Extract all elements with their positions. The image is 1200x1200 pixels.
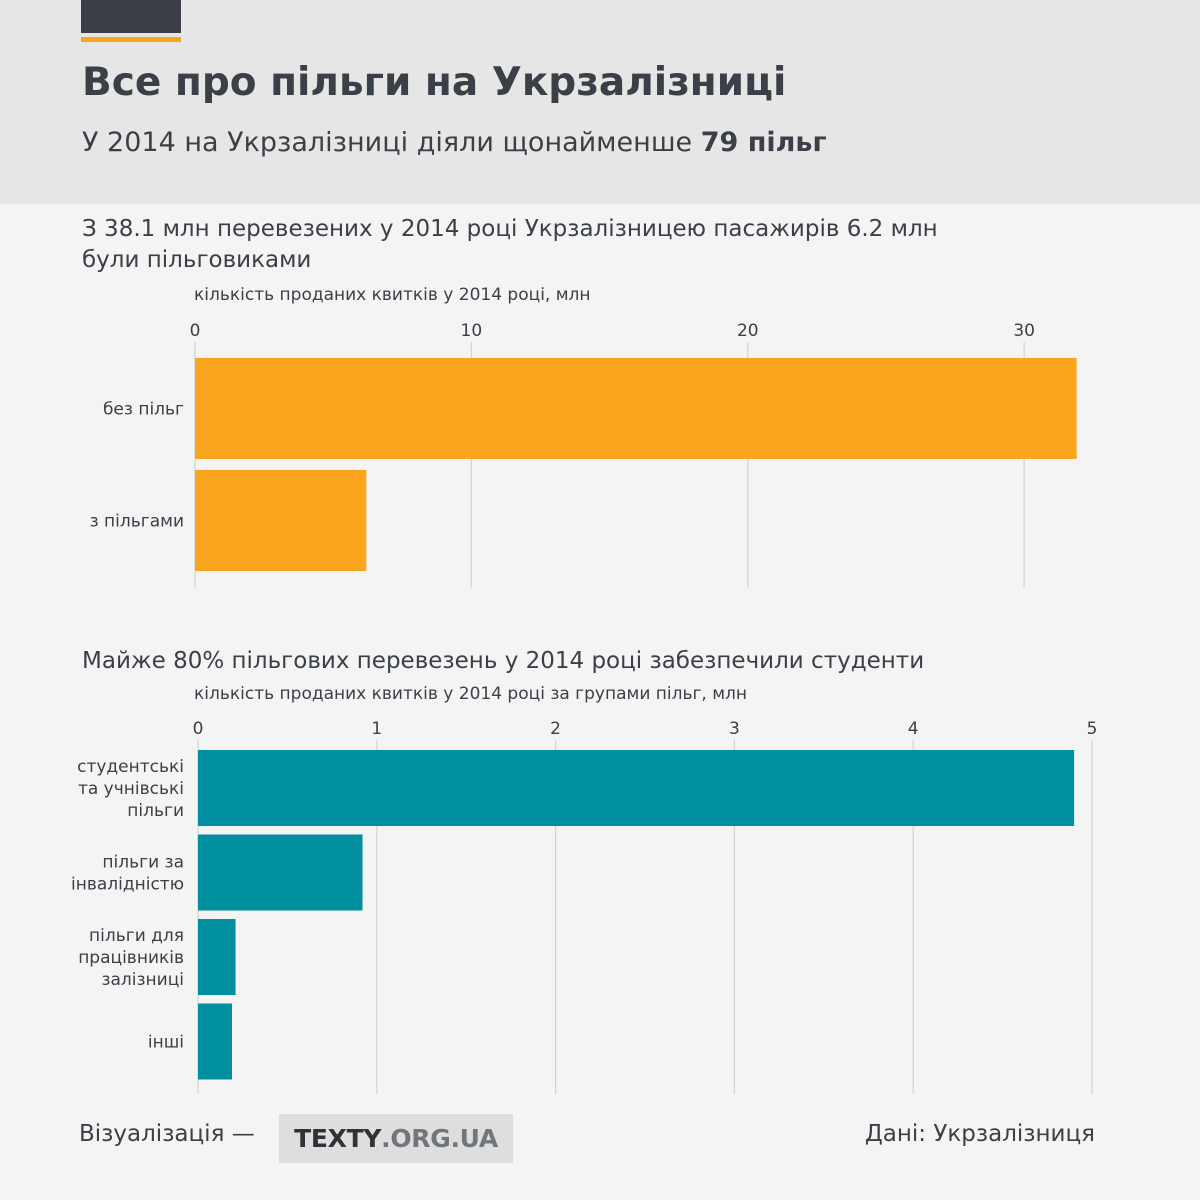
chart2-bar-1: [198, 834, 363, 911]
chart2-category-label-1-line-1: інвалідністю: [71, 875, 184, 895]
brand-main: TEXTY: [294, 1124, 382, 1153]
chart1-axis-label: кількість проданих квитків у 2014 році, …: [194, 285, 591, 305]
chart2-tick-label-2: 2: [550, 719, 561, 739]
chart1-category-label-1: з пільгами: [90, 512, 184, 532]
chart2-category-label-0-line-2: пільги: [127, 801, 184, 821]
chart1-tick-label-3: 30: [1013, 321, 1035, 341]
chart2-category-label-0-line-1: та учнівські: [78, 779, 184, 799]
chart1-svg: 0 10 20 30 без пільг з пільгами: [90, 321, 1077, 588]
logo-underline: [81, 37, 181, 42]
chart2-category-label-3: інші: [148, 1033, 184, 1053]
chart1-tick-label-0: 0: [190, 321, 201, 341]
chart2-bar-0: [198, 750, 1075, 826]
chart2-tick-label-5: 5: [1087, 719, 1098, 739]
chart1-tick-label-1: 10: [461, 321, 483, 341]
chart1-bar-0: [195, 358, 1077, 459]
chart2-tick-label-4: 4: [908, 719, 919, 739]
chart2-bar-3: [198, 1003, 232, 1080]
chart2-category-label-0-line-0: студентські: [77, 757, 184, 777]
chart2-tick-label-3: 3: [729, 719, 740, 739]
subtitle-bold: 79 пільг: [700, 127, 827, 158]
data-source: Дані: Укрзалізниця: [864, 1121, 1095, 1147]
chart2-tick-label-0: 0: [193, 719, 204, 739]
logo-block: [81, 0, 181, 33]
page-subtitle: У 2014 на Укрзалізниці діяли щонайменше …: [82, 127, 827, 158]
chart2-axis-label: кількість проданих квитків у 2014 році з…: [194, 684, 748, 704]
chart2-category-label-2-line-1: працівників: [78, 948, 184, 968]
chart2-category-label-2-line-0: пільги для: [89, 926, 184, 946]
chart1-tick-label-2: 20: [737, 321, 759, 341]
chart2-bar-2: [198, 919, 236, 995]
brand-suffix: .ORG.UA: [381, 1124, 498, 1153]
chart2-title: Майже 80% пільгових перевезень у 2014 ро…: [82, 648, 925, 674]
visualization-credit: Візуалізація —: [79, 1121, 255, 1147]
chart2-category-label-2-line-2: залізниці: [101, 970, 184, 990]
chart1-category-label-0: без пільг: [103, 400, 184, 420]
subtitle-text: У 2014 на Укрзалізниці діяли щонайменше: [82, 127, 693, 158]
texty-brand-link[interactable]: TEXTY .ORG.UA: [279, 1114, 513, 1163]
chart2-category-label-1-line-0: пільги за: [102, 853, 184, 873]
chart1-bar-1: [195, 470, 367, 571]
chart2-tick-label-1: 1: [371, 719, 382, 739]
header-banner: Все про пільги на Укрзалізниці У 2014 на…: [0, 0, 1200, 204]
chart1-title: З 38.1 млн перевезених у 2014 році Укрза…: [82, 216, 938, 273]
page-title: Все про пільги на Укрзалізниці: [82, 60, 787, 105]
